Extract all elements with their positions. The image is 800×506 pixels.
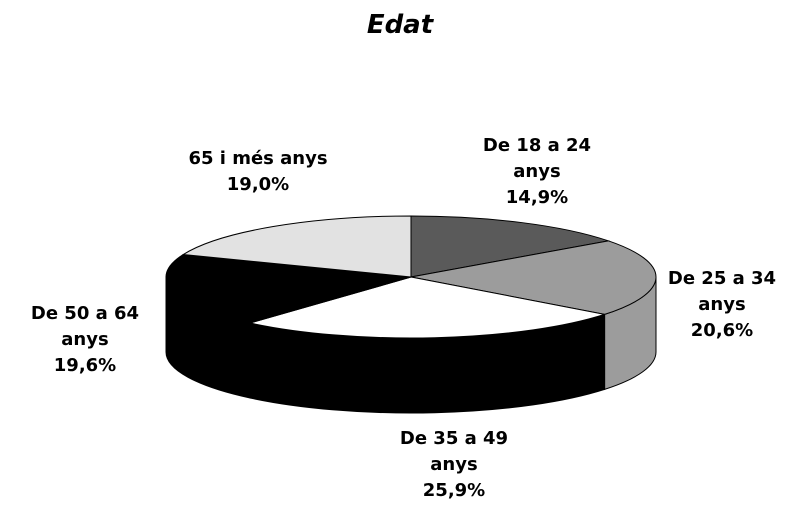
- data-label: 65 i més anys 19,0%: [148, 146, 368, 198]
- category-label: De 35 a 49 anys: [399, 428, 509, 475]
- value-label: 14,9%: [505, 187, 569, 208]
- data-label: De 25 a 34 anys 20,6%: [652, 266, 792, 344]
- slice: [249, 276, 605, 339]
- slice: [410, 240, 657, 315]
- data-label: De 18 a 24 anys 14,9%: [462, 133, 612, 211]
- value-label: 19,6%: [53, 355, 117, 376]
- category-label: De 18 a 24 anys: [482, 135, 592, 182]
- data-label: De 35 a 49 anys 25,9%: [379, 426, 529, 504]
- value-label: 25,9%: [422, 480, 486, 501]
- category-label: De 25 a 34 anys: [667, 268, 777, 315]
- value-label: 20,6%: [690, 320, 754, 341]
- slice: [410, 215, 611, 278]
- category-label: 65 i més anys: [188, 148, 328, 169]
- data-label: De 50 a 64 anys 19,6%: [15, 301, 155, 379]
- category-label: De 50 a 64 anys: [30, 303, 140, 350]
- slice: [165, 254, 412, 324]
- chart-title: Edat: [366, 10, 434, 40]
- value-label: 19,0%: [226, 174, 290, 195]
- slice: [181, 215, 412, 278]
